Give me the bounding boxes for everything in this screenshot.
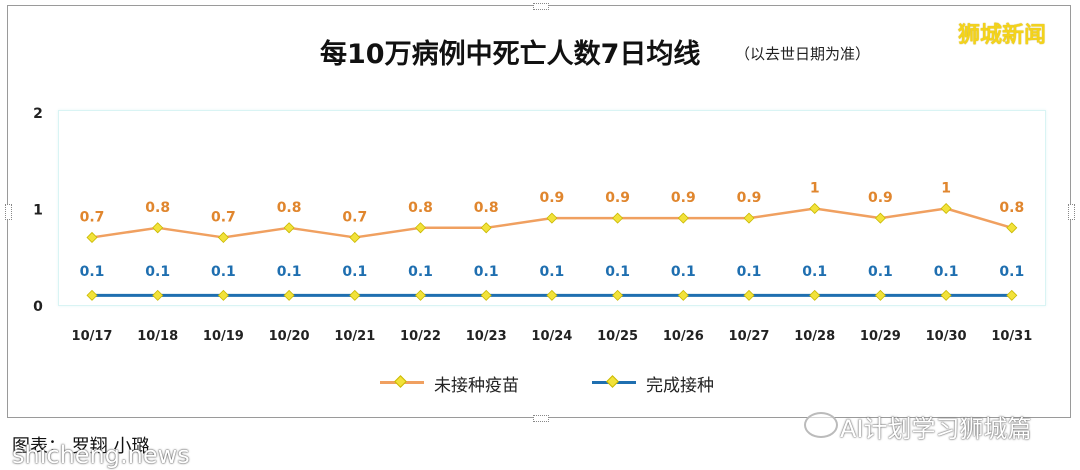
data-label: 0.7 — [342, 209, 367, 225]
legend-label-vaccinated: 完成接种 — [646, 376, 714, 396]
x-tick-label: 10/27 — [729, 329, 770, 344]
data-point-marker — [480, 222, 492, 234]
data-label: 0.9 — [737, 190, 762, 206]
data-label: 0.1 — [934, 264, 959, 280]
data-label: 0.8 — [999, 200, 1024, 216]
x-tick-label: 10/18 — [137, 329, 178, 344]
caption: 图表： 罗翔 小璐 — [12, 436, 150, 457]
data-label: 0.9 — [539, 190, 564, 206]
x-tick-label: 10/29 — [860, 329, 901, 344]
resize-handle-bottom[interactable] — [533, 415, 549, 422]
data-point-marker — [217, 289, 229, 301]
brand-logo-text: 狮城新闻 — [958, 23, 1047, 48]
data-point-marker — [480, 289, 492, 301]
data-label: 0.1 — [999, 264, 1024, 280]
data-label: 0.1 — [342, 264, 367, 280]
data-label: 0.1 — [802, 264, 827, 280]
data-label: 0.1 — [211, 264, 236, 280]
data-label: 0.8 — [145, 200, 170, 216]
data-label: 0.9 — [671, 190, 696, 206]
data-point-marker — [546, 212, 558, 224]
data-label: 0.1 — [80, 264, 105, 280]
data-point-marker — [743, 289, 755, 301]
data-label: 0.8 — [408, 200, 433, 216]
data-label: 0.9 — [868, 190, 893, 206]
data-point-marker — [414, 222, 427, 234]
x-tick-label: 10/28 — [794, 329, 835, 344]
data-label: 0.7 — [80, 209, 105, 225]
data-label: 0.1 — [145, 264, 170, 280]
data-point-marker — [1006, 289, 1018, 301]
data-point-marker — [809, 202, 821, 215]
data-point-marker — [677, 289, 689, 301]
data-point-marker — [874, 289, 886, 301]
watermark-left: shicheng.news — [12, 441, 190, 469]
resize-handle-left[interactable] — [5, 204, 12, 220]
data-point-marker — [414, 289, 427, 301]
data-label: 0.1 — [605, 264, 630, 280]
y-tick-label: 1 — [33, 203, 43, 219]
x-tick-label: 10/24 — [531, 329, 572, 344]
data-label: 0.9 — [605, 190, 630, 206]
data-point-marker — [809, 289, 821, 301]
resize-handle-right[interactable] — [1068, 204, 1075, 220]
y-tick-label: 2 — [33, 106, 43, 122]
chart-subtitle: （以去世日期为准） — [735, 45, 871, 63]
data-point-marker — [349, 231, 361, 243]
x-tick-label: 10/19 — [203, 329, 244, 344]
data-label: 1 — [810, 181, 820, 197]
data-label: 0.8 — [474, 200, 499, 216]
x-tick-label: 10/30 — [926, 329, 967, 344]
plot-area — [58, 110, 1046, 306]
data-label: 0.1 — [408, 264, 433, 280]
x-tick-label: 10/31 — [991, 329, 1032, 344]
x-tick-label: 10/23 — [466, 329, 507, 344]
data-point-marker — [283, 222, 295, 234]
data-label: 1 — [941, 181, 951, 197]
x-tick-label: 10/22 — [400, 329, 441, 344]
data-point-marker — [612, 289, 624, 301]
data-point-marker — [152, 222, 164, 234]
data-label: 0.1 — [737, 264, 762, 280]
chart-frame — [7, 5, 1071, 418]
data-point-marker — [940, 289, 952, 301]
data-point-marker — [677, 212, 689, 224]
data-point-marker — [152, 289, 164, 301]
y-tick-label: 0 — [33, 299, 43, 315]
data-point-marker — [1006, 222, 1018, 234]
x-tick-label: 10/26 — [663, 329, 704, 344]
x-tick-label: 10/25 — [597, 329, 638, 344]
data-point-marker — [86, 231, 98, 243]
wechat-icon — [804, 412, 838, 438]
data-point-marker — [86, 289, 98, 301]
data-label: 0.1 — [277, 264, 302, 280]
data-label: 0.1 — [539, 264, 564, 280]
data-label: 0.1 — [474, 264, 499, 280]
x-tick-label: 10/17 — [72, 329, 113, 344]
data-point-marker — [349, 289, 361, 301]
data-point-marker — [612, 212, 624, 224]
data-label: 0.1 — [671, 264, 696, 280]
data-point-marker — [743, 212, 755, 224]
legend-label-unvaccinated: 未接种疫苗 — [434, 376, 519, 396]
data-point-marker — [283, 289, 295, 301]
x-tick-label: 10/21 — [334, 329, 375, 344]
resize-handle-top[interactable] — [533, 3, 549, 10]
chart-title: 每10万病例中死亡人数7日均线 — [320, 39, 701, 70]
data-label: 0.7 — [211, 209, 236, 225]
data-point-marker — [217, 231, 229, 243]
data-point-marker — [874, 212, 886, 224]
data-label: 0.1 — [868, 264, 893, 280]
watermark-right: AI计划学习狮城篇 — [840, 415, 1032, 443]
data-label: 0.8 — [277, 200, 302, 216]
x-tick-label: 10/20 — [269, 329, 310, 344]
data-point-marker — [940, 202, 952, 215]
data-point-marker — [546, 289, 558, 301]
